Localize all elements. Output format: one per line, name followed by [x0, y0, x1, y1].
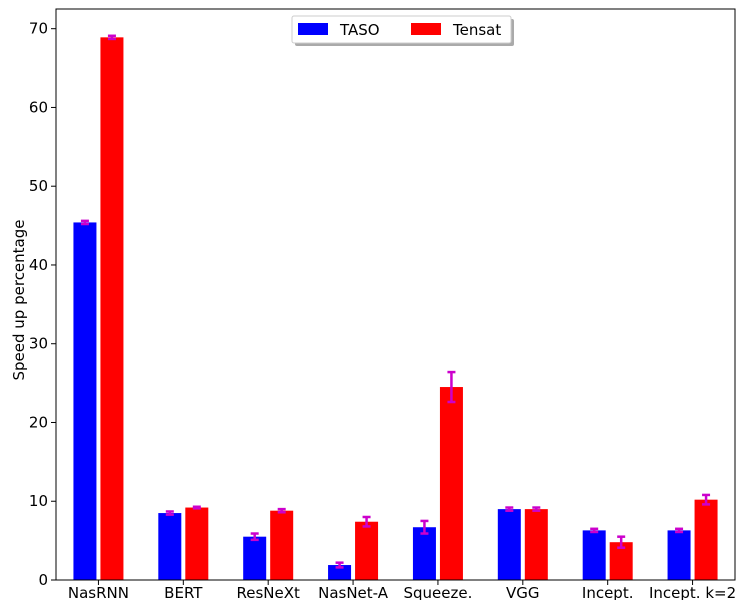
bar-taso-vgg [497, 509, 521, 580]
bar-taso-resnext [243, 536, 267, 580]
y-tick-label: 70 [29, 20, 48, 38]
bar-taso-nasnet-a [328, 565, 352, 580]
error-bar-tensat-incept- [617, 535, 626, 549]
legend-label-tensat: Tensat [452, 21, 501, 39]
legend-label-taso: TASO [339, 21, 380, 39]
x-tick-label: Incept. k=2 [649, 584, 736, 600]
error-bar-taso-resnext [250, 532, 259, 542]
y-tick-label: 20 [29, 413, 48, 431]
error-bar-tensat-resnext [277, 507, 286, 514]
error-bar-tensat-bert [192, 505, 201, 510]
bar-taso-squeeze- [412, 527, 436, 580]
y-tick-label: 60 [29, 98, 48, 116]
x-tick-label: Incept. [582, 584, 634, 600]
axes-layer: 0 10 20 30 40 50 60 70 NasRNN BERT ResNeXt NasNet-A… [29, 8, 736, 600]
bar-tensat-nasrnn [100, 37, 124, 581]
error-bar-tensat-squeeze- [447, 370, 456, 404]
error-bar-tensat-vgg [532, 506, 541, 512]
bar-tensat-incept- [609, 542, 633, 580]
error-bar-taso-nasrnn [80, 219, 89, 226]
bars-layer [73, 37, 718, 581]
error-bar-taso-vgg [505, 506, 514, 512]
y-tick-label: 10 [29, 492, 48, 510]
error-bar-tensat-nasrnn [107, 34, 116, 41]
x-tick-label: NasRNN [68, 584, 129, 600]
x-tick-label: NasNet-A [318, 584, 389, 600]
error-bar-taso-squeeze- [420, 519, 429, 535]
y-tick-label: 40 [29, 256, 48, 274]
bar-taso-bert [158, 513, 182, 580]
bar-tensat-squeeze- [439, 387, 463, 580]
y-tick-label: 30 [29, 335, 48, 353]
bar-taso-incept-k-2 [667, 530, 691, 580]
x-tick-label: VGG [506, 584, 540, 600]
legend-swatch-taso [298, 23, 328, 35]
legend-box [291, 15, 512, 44]
x-tick-label: Squeeze. [403, 584, 472, 600]
error-bar-tensat-nasnet-a [362, 515, 371, 528]
bar-tensat-vgg [524, 509, 548, 580]
error-bar-taso-incept- [590, 527, 599, 534]
error-bar-taso-incept-k-2 [675, 527, 684, 534]
plot-frame [55, 8, 736, 581]
x-tick-label: BERT [164, 584, 203, 600]
error-bar-tensat-incept-k-2 [702, 493, 711, 506]
bar-tensat-nasnet-a [355, 521, 379, 580]
error-bar-taso-nasnet-a [335, 561, 344, 569]
bar-taso-incept- [582, 530, 606, 580]
x-tick-label: ResNeXt [236, 584, 300, 600]
legend: TASO Tensat [291, 15, 514, 46]
error-bars-layer [80, 34, 711, 569]
legend-swatch-tensat [411, 23, 441, 35]
error-bar-taso-bert [165, 510, 174, 516]
y-tick-label: 0 [38, 571, 48, 589]
bar-taso-nasrnn [73, 222, 97, 580]
y-tick-label: 50 [29, 177, 48, 195]
bar-tensat-resnext [270, 510, 294, 580]
bar-tensat-bert [185, 507, 209, 580]
bar-tensat-incept-k-2 [694, 499, 718, 580]
y-axis-title: Speed up percentage [10, 220, 28, 381]
